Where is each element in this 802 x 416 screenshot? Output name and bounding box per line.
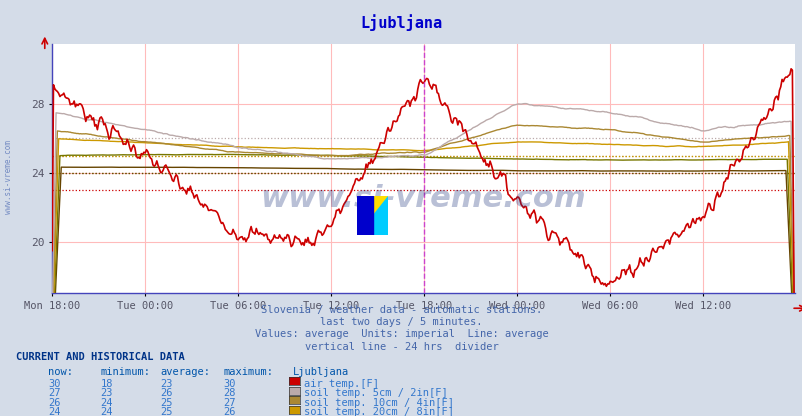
Text: Values: average  Units: imperial  Line: average: Values: average Units: imperial Line: av… xyxy=(254,329,548,339)
Text: 30: 30 xyxy=(48,379,61,389)
Text: CURRENT AND HISTORICAL DATA: CURRENT AND HISTORICAL DATA xyxy=(16,352,184,362)
Text: 18: 18 xyxy=(100,379,113,389)
Text: 23: 23 xyxy=(160,379,173,389)
Text: 30: 30 xyxy=(223,379,236,389)
Text: now:: now: xyxy=(48,367,73,377)
Text: 27: 27 xyxy=(223,398,236,408)
Text: maximum:: maximum: xyxy=(223,367,273,377)
Text: 26: 26 xyxy=(223,407,236,416)
Text: 25: 25 xyxy=(160,407,173,416)
Text: vertical line - 24 hrs  divider: vertical line - 24 hrs divider xyxy=(304,342,498,352)
Text: minimum:: minimum: xyxy=(100,367,150,377)
Text: www.si-vreme.com: www.si-vreme.com xyxy=(3,140,13,214)
Text: 24: 24 xyxy=(48,407,61,416)
Text: 24: 24 xyxy=(100,398,113,408)
Text: last two days / 5 minutes.: last two days / 5 minutes. xyxy=(320,317,482,327)
Text: Ljubljana: Ljubljana xyxy=(360,15,442,31)
Text: 26: 26 xyxy=(160,388,173,398)
Text: soil temp. 20cm / 8in[F]: soil temp. 20cm / 8in[F] xyxy=(303,407,453,416)
Text: Slovenia / weather data - automatic stations.: Slovenia / weather data - automatic stat… xyxy=(261,305,541,314)
Text: 23: 23 xyxy=(100,388,113,398)
Polygon shape xyxy=(357,196,372,235)
Text: soil temp. 10cm / 4in[F]: soil temp. 10cm / 4in[F] xyxy=(303,398,453,408)
Text: air temp.[F]: air temp.[F] xyxy=(303,379,378,389)
Text: 26: 26 xyxy=(48,398,61,408)
Text: www.si-vreme.com: www.si-vreme.com xyxy=(261,184,585,213)
Text: 24: 24 xyxy=(100,407,113,416)
Text: 25: 25 xyxy=(160,398,173,408)
Polygon shape xyxy=(357,196,387,235)
Text: soil temp. 5cm / 2in[F]: soil temp. 5cm / 2in[F] xyxy=(303,388,447,398)
Text: Ljubljana: Ljubljana xyxy=(293,367,349,377)
Polygon shape xyxy=(357,196,387,235)
Text: average:: average: xyxy=(160,367,210,377)
Text: 27: 27 xyxy=(48,388,61,398)
Text: 28: 28 xyxy=(223,388,236,398)
